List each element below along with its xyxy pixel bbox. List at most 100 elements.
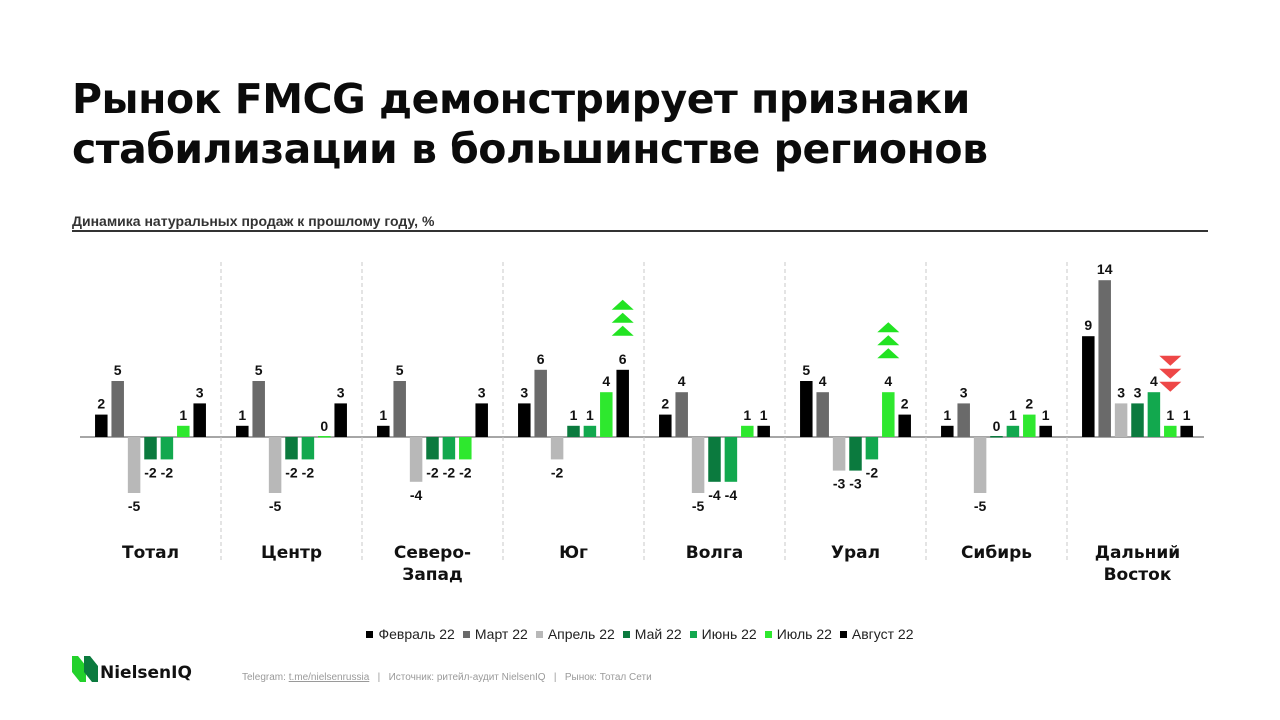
legend-item-август-22: Август 22 (839, 626, 914, 642)
bar-урал-июль-22 (882, 392, 895, 437)
bar-урал-июнь-22 (865, 437, 879, 460)
legend-swatch (535, 631, 543, 638)
data-label: -2 (285, 464, 298, 480)
legend-swatch (839, 631, 847, 638)
bar-юг-февраль-22 (518, 403, 531, 437)
data-label: 3 (1134, 384, 1142, 400)
data-label: 1 (238, 407, 246, 423)
legend-label: Август 22 (851, 626, 914, 642)
category-label-северо-запад: Запад (402, 565, 463, 585)
legend-item-июнь-22: Июнь 22 (689, 626, 757, 642)
data-label: 1 (586, 407, 594, 423)
bar-сибирь-август-22 (1039, 425, 1052, 437)
subtitle-rule (72, 230, 1208, 232)
bar-северо-запад-май-22 (426, 437, 439, 460)
data-label: 3 (520, 384, 528, 400)
data-label: 1 (1166, 407, 1174, 423)
data-label: -2 (866, 464, 879, 480)
chart-subtitle: Динамика натуральных продаж к прошлому г… (72, 213, 435, 229)
data-label: -3 (833, 476, 846, 492)
bar-дальний-восток-апрель-22 (1114, 403, 1128, 437)
data-label: 1 (570, 407, 578, 423)
category-label-сибирь: Сибирь (961, 543, 1032, 563)
data-label: 5 (255, 362, 263, 378)
telegram-link[interactable]: t.me/nielsenrussia (288, 672, 370, 683)
bar-северо-запад-март-22 (393, 381, 406, 437)
bar-юг-август-22 (616, 369, 629, 437)
category-label-центр: Центр (261, 543, 322, 563)
bar-сибирь-апрель-22 (973, 437, 987, 493)
data-label: 1 (743, 407, 751, 423)
data-label: -5 (974, 498, 987, 514)
trend-up-arrow-icon (877, 335, 900, 346)
bar-северо-запад-август-22 (475, 403, 488, 437)
data-label: 4 (678, 373, 686, 389)
data-label: -2 (144, 464, 157, 480)
bar-тотал-февраль-22 (95, 414, 108, 437)
telegram-label: Telegram: (242, 672, 286, 683)
data-label: -5 (269, 498, 282, 514)
data-label: 1 (1042, 407, 1050, 423)
data-label: -5 (128, 498, 141, 514)
category-label-волга: Волга (686, 543, 743, 563)
data-label: -2 (443, 464, 456, 480)
bar-юг-март-22 (534, 369, 547, 437)
bar-юг-июль-22 (600, 392, 613, 437)
title-line-1: Рынок FMCG демонстрирует признаки (72, 75, 970, 123)
legend-item-апрель-22: Апрель 22 (535, 626, 615, 642)
bar-сибирь-февраль-22 (941, 425, 954, 437)
bar-тотал-июль-22 (177, 425, 190, 437)
data-label: -4 (708, 487, 721, 503)
legend-swatch (622, 631, 630, 638)
data-label: -2 (551, 464, 564, 480)
data-label: 4 (819, 373, 827, 389)
data-label: 0 (993, 418, 1001, 434)
bar-тотал-май-22 (144, 437, 157, 460)
data-label: 2 (661, 396, 669, 412)
legend-label: Март 22 (474, 626, 528, 642)
bar-центр-апрель-22 (268, 437, 282, 493)
bar-сибирь-июнь-22 (1006, 425, 1020, 437)
bar-северо-запад-февраль-22 (377, 425, 390, 437)
category-label-северо-запад: Северо- (394, 543, 471, 563)
bar-дальний-восток-июнь-22 (1147, 392, 1161, 437)
data-label: 5 (114, 362, 122, 378)
brand-name: NielsenIQ (100, 663, 192, 683)
data-label: 3 (1117, 384, 1125, 400)
data-label: -5 (692, 498, 705, 514)
data-label: -2 (302, 464, 315, 480)
legend-label: Февраль 22 (378, 626, 455, 642)
data-label: 2 (1025, 396, 1033, 412)
bar-урал-август-22 (898, 414, 911, 437)
bar-северо-запад-июнь-22 (442, 437, 456, 460)
data-label: 9 (1084, 317, 1092, 333)
bar-дальний-восток-март-22 (1098, 280, 1111, 437)
data-label: 1 (179, 407, 187, 423)
bar-дальний-восток-февраль-22 (1082, 336, 1095, 437)
data-label: 3 (478, 384, 486, 400)
legend-label: Апрель 22 (547, 626, 615, 642)
data-label: 3 (960, 384, 968, 400)
title-line-2: стабилизации в большинстве регионов (72, 125, 988, 173)
data-label: 1 (943, 407, 951, 423)
bar-тотал-июнь-22 (160, 437, 174, 460)
trend-up-arrow-icon (611, 325, 634, 336)
data-label: 1 (1183, 407, 1191, 423)
bar-волга-апрель-22 (691, 437, 705, 493)
data-label: 4 (602, 373, 610, 389)
trend-down-arrow-icon (1159, 381, 1182, 392)
bar-дальний-восток-июль-22 (1164, 425, 1177, 437)
bar-волга-февраль-22 (659, 414, 672, 437)
legend-item-май-22: Май 22 (622, 626, 682, 642)
bar-центр-февраль-22 (236, 425, 249, 437)
data-label: 3 (337, 384, 345, 400)
trend-up-arrow-icon (877, 322, 900, 333)
data-label: 4 (884, 373, 892, 389)
legend-item-март-22: Март 22 (462, 626, 528, 642)
data-label: -4 (410, 487, 423, 503)
data-label: 2 (97, 396, 105, 412)
trend-up-arrow-icon (611, 312, 634, 323)
category-label-дальний-восток: Дальний (1095, 543, 1180, 563)
legend-item-февраль-22: Февраль 22 (366, 626, 455, 642)
